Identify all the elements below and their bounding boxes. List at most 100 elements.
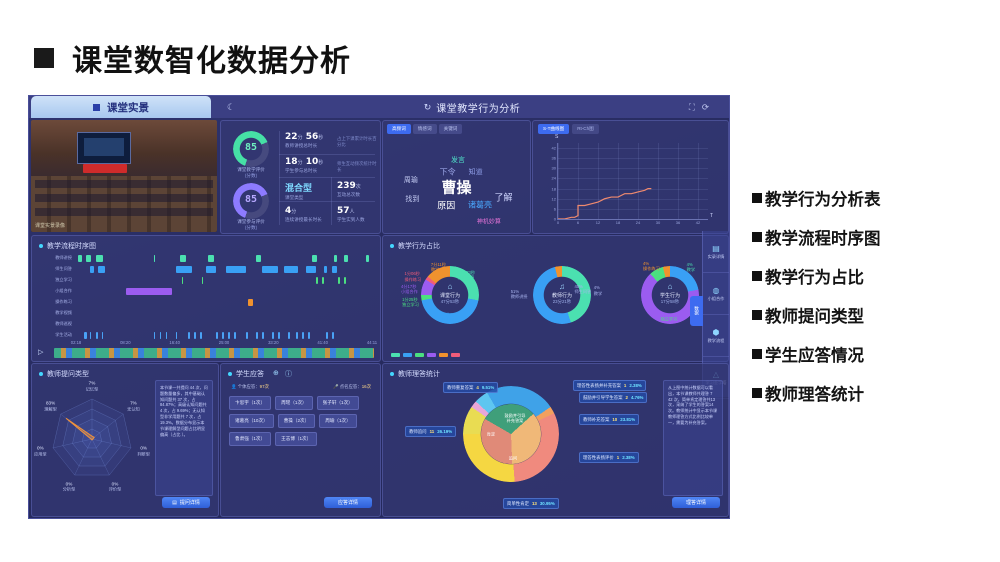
timeline-segment[interactable] bbox=[182, 277, 183, 284]
timeline-segment[interactable] bbox=[96, 332, 98, 339]
timeline-segment[interactable] bbox=[154, 332, 155, 339]
classroom-video[interactable]: 课堂实景录像 bbox=[31, 120, 217, 232]
timeline-segment[interactable] bbox=[332, 332, 334, 339]
timeline-segment[interactable] bbox=[344, 255, 348, 262]
timeline-segment[interactable] bbox=[316, 277, 318, 284]
timeline-segment[interactable] bbox=[296, 332, 298, 339]
timeline-segment[interactable] bbox=[322, 277, 324, 284]
timeline-segment[interactable] bbox=[160, 332, 161, 339]
timeline-segment[interactable] bbox=[256, 332, 258, 339]
timeline-segment[interactable] bbox=[302, 332, 304, 339]
answer-detail-button[interactable]: 应答详情 bbox=[324, 497, 372, 508]
timeline-track[interactable] bbox=[76, 254, 374, 263]
moon-icon[interactable]: ☾ bbox=[227, 101, 236, 112]
timeline-segment[interactable] bbox=[200, 332, 202, 339]
wordcloud-word[interactable]: 下令 bbox=[439, 167, 456, 177]
timeline-segment[interactable] bbox=[96, 255, 103, 262]
info-icon[interactable]: ⓘ bbox=[285, 371, 292, 378]
timeline-segment[interactable] bbox=[288, 332, 290, 339]
timeline-segment[interactable] bbox=[78, 255, 82, 262]
tab-sentiment-words[interactable]: 情感词 bbox=[412, 124, 437, 134]
timeline-segment[interactable] bbox=[256, 255, 261, 262]
timeline-segment[interactable] bbox=[262, 266, 278, 273]
play-icon[interactable]: ▷ bbox=[38, 349, 44, 356]
timeline-segment[interactable] bbox=[180, 255, 186, 262]
wordcloud-word[interactable]: 找到 bbox=[405, 195, 420, 204]
timeline-segment[interactable] bbox=[102, 332, 103, 339]
timeline-segment[interactable] bbox=[262, 332, 264, 339]
wordcloud-word[interactable]: 曹操 bbox=[441, 178, 472, 197]
tab-rt-ch[interactable]: Rt-Ch图 bbox=[572, 124, 599, 134]
rail-item-小组合作[interactable]: ◍ 小组合作 bbox=[703, 273, 729, 315]
timeline-segment[interactable] bbox=[246, 332, 248, 339]
timeline-segment[interactable] bbox=[176, 332, 177, 339]
timeline-segment[interactable] bbox=[278, 332, 280, 339]
timeline-segment[interactable] bbox=[332, 266, 337, 273]
student-chip[interactable]: 王志博（1次） bbox=[275, 432, 318, 446]
tab-st-curve[interactable]: S-T曲线图 bbox=[538, 124, 570, 134]
timeline-segment[interactable] bbox=[226, 266, 246, 273]
student-chip[interactable]: 周瑶（1次） bbox=[275, 396, 313, 410]
timeline-segment[interactable] bbox=[324, 266, 327, 273]
timeline-segment[interactable] bbox=[334, 255, 337, 262]
tab-classroom-live[interactable]: 课堂实景 bbox=[31, 96, 211, 118]
timeline-segment[interactable] bbox=[308, 332, 310, 339]
timeline-overview-strip[interactable] bbox=[54, 348, 374, 358]
timeline-segment[interactable] bbox=[228, 332, 230, 339]
student-chip[interactable]: 卞思宇（1次） bbox=[229, 396, 272, 410]
student-chip[interactable]: 鲁肃强（1次） bbox=[229, 432, 272, 446]
timeline-segment[interactable] bbox=[306, 266, 316, 273]
timeline-track[interactable] bbox=[76, 309, 374, 318]
timeline-segment[interactable] bbox=[326, 332, 328, 339]
wordcloud-word[interactable]: 知道 bbox=[468, 167, 483, 176]
student-chip[interactable]: 诸葛亮（10次） bbox=[229, 414, 274, 428]
timeline-segment[interactable] bbox=[366, 255, 369, 262]
timeline-track[interactable] bbox=[76, 331, 374, 340]
timeline-segment[interactable] bbox=[248, 299, 253, 306]
timeline-segment[interactable] bbox=[234, 332, 236, 339]
timeline-segment[interactable] bbox=[188, 332, 190, 339]
student-chip[interactable]: 周瑜（1次） bbox=[319, 414, 357, 428]
timeline-segment[interactable] bbox=[176, 266, 192, 273]
timeline-track[interactable] bbox=[76, 265, 374, 274]
timeline-segment[interactable] bbox=[98, 266, 105, 273]
timeline-track[interactable] bbox=[76, 320, 374, 329]
timeline-segment[interactable] bbox=[202, 277, 203, 284]
timeline-segment[interactable] bbox=[284, 266, 298, 273]
question-detail-button[interactable]: ▤ 提问详情 bbox=[162, 497, 210, 508]
wordcloud-word[interactable]: 发言 bbox=[450, 156, 465, 165]
timeline-segment[interactable] bbox=[272, 332, 274, 339]
timeline-segment[interactable] bbox=[222, 332, 224, 339]
timeline-segment[interactable] bbox=[208, 255, 214, 262]
answer-stats-detail-button[interactable]: 理答详情 bbox=[672, 497, 720, 508]
timeline-segment[interactable] bbox=[206, 266, 216, 273]
timeline-track[interactable] bbox=[76, 287, 374, 296]
wordcloud-word[interactable]: 周瑜 bbox=[403, 176, 418, 185]
refresh-icon[interactable]: ⟳ bbox=[701, 101, 709, 112]
timeline-segment[interactable] bbox=[84, 332, 87, 339]
timeline-segment[interactable] bbox=[90, 332, 91, 339]
rail-item-教学流程[interactable]: ⬢ 教学流程 bbox=[703, 315, 729, 357]
fullscreen-icon[interactable]: ⛶ bbox=[688, 101, 695, 112]
timeline-track[interactable] bbox=[76, 276, 374, 285]
wordcloud-word[interactable]: 原因 bbox=[437, 201, 456, 212]
tab-keywords[interactable]: 关键词 bbox=[438, 124, 463, 134]
timeline-segment[interactable] bbox=[216, 332, 218, 339]
rail-item-实录详情[interactable]: ▤ 实录详情 bbox=[703, 231, 729, 273]
timeline-segment[interactable] bbox=[338, 277, 340, 284]
timeline-segment[interactable] bbox=[166, 332, 167, 339]
search-icon[interactable]: ⊕ bbox=[273, 370, 279, 377]
student-chip[interactable]: 曹操（2次） bbox=[277, 414, 316, 428]
timeline-track[interactable] bbox=[76, 298, 374, 307]
timeline-segment[interactable] bbox=[126, 288, 172, 295]
student-chip[interactable]: 张子轩（1次） bbox=[316, 396, 359, 410]
tab-high-frequency-words[interactable]: 高频词 bbox=[387, 124, 411, 134]
timeline-segment[interactable] bbox=[90, 266, 94, 273]
timeline-segment[interactable] bbox=[344, 277, 346, 284]
wordcloud-word[interactable]: 神机妙算 bbox=[476, 218, 501, 226]
timeline-segment[interactable] bbox=[312, 255, 317, 262]
timeline-segment[interactable] bbox=[86, 255, 91, 262]
wordcloud-word[interactable]: 了解 bbox=[494, 193, 513, 204]
timeline-segment[interactable] bbox=[154, 255, 155, 262]
wordcloud-word[interactable]: 诸葛亮 bbox=[468, 200, 493, 210]
